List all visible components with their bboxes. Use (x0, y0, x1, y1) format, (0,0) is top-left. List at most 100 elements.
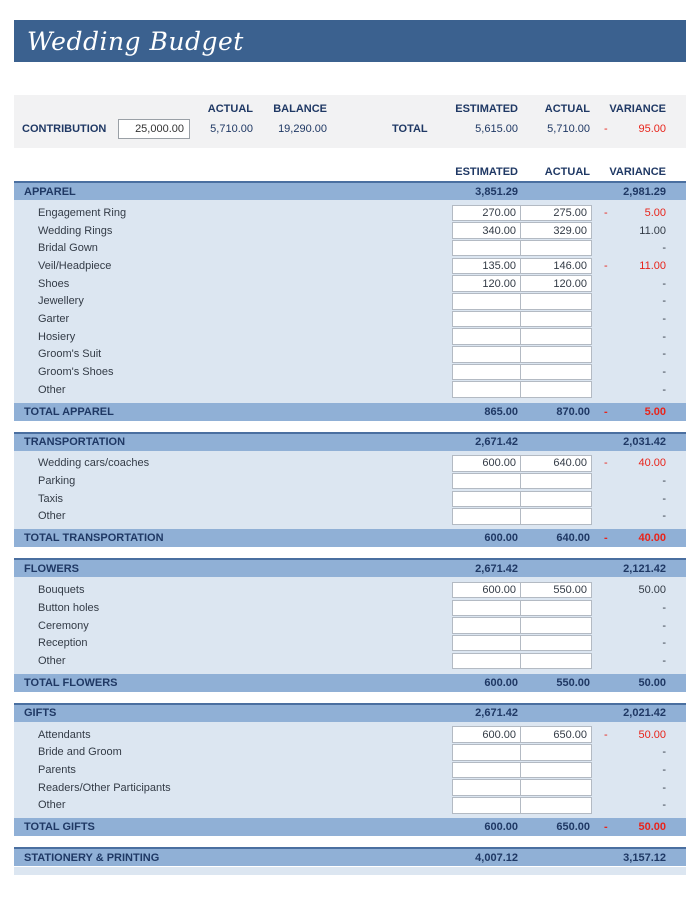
estimated-input[interactable] (452, 204, 521, 222)
variance-value: 40.00 (638, 532, 666, 545)
section-total-row: TOTAL FLOWERS 600.00 550.00 50.00 (14, 673, 686, 692)
item-label: Reception (38, 637, 88, 650)
variance-cell: - (592, 637, 686, 649)
estimated-input[interactable] (452, 726, 521, 743)
actual-input[interactable] (521, 310, 592, 328)
budget-item-row: Other - (14, 797, 686, 815)
variance-value: 3,157.12 (623, 851, 666, 864)
variance-value: - (662, 781, 666, 794)
item-label: Hosiery (38, 330, 76, 343)
actual-input[interactable] (521, 363, 592, 381)
estimated-input[interactable] (452, 293, 521, 310)
variance-cell: - (592, 366, 686, 378)
estimated-input[interactable] (452, 328, 521, 345)
estimated-input[interactable] (452, 363, 521, 381)
actual-input[interactable] (521, 779, 592, 796)
item-label: Bridal Gown (38, 242, 98, 255)
actual-cell (521, 239, 592, 257)
actual-input[interactable] (521, 455, 592, 472)
estimated-input[interactable] (452, 652, 521, 670)
actual-input[interactable] (521, 744, 592, 761)
actual-input[interactable] (521, 508, 592, 525)
estimated-input[interactable] (452, 779, 521, 796)
budget-item-row: Bride and Groom - (14, 743, 686, 761)
estimated-input[interactable] (452, 222, 521, 239)
estimated-input[interactable] (452, 797, 521, 814)
summary-values-row: CONTRIBUTION 5,710.00 19,290.00 TOTAL 5,… (14, 117, 686, 141)
estimated-input[interactable] (452, 744, 521, 761)
variance-cell: 2,981.29 (592, 186, 686, 198)
estimated-input[interactable] (452, 508, 521, 525)
estimated-input[interactable] (452, 310, 521, 328)
budget-item-row: Attendants - 50.00 (14, 726, 686, 744)
total-label: TOTAL GIFTS (24, 821, 95, 834)
variance-minus: - (604, 123, 608, 135)
actual-input[interactable] (521, 797, 592, 814)
estimated-input[interactable] (452, 472, 521, 490)
actual-input[interactable] (521, 617, 592, 634)
estimated-input[interactable] (452, 581, 521, 599)
estimated-input[interactable] (452, 617, 521, 634)
estimated-cell (452, 726, 521, 744)
estimated-input[interactable] (452, 381, 521, 398)
variance-value: 50.00 (638, 676, 666, 689)
estimated-cell (452, 455, 521, 473)
estimated-input[interactable] (452, 346, 521, 363)
variance-cell: - (592, 764, 686, 776)
actual-input[interactable] (521, 490, 592, 508)
variance-cell: - (592, 782, 686, 794)
actual-cell (521, 346, 592, 364)
estimated-input[interactable] (452, 257, 521, 275)
actual-input[interactable] (521, 634, 592, 652)
budget-item-row: Jewellery - (14, 292, 686, 310)
estimated-input[interactable] (452, 239, 521, 257)
estimated-input[interactable] (452, 455, 521, 472)
actual-input[interactable] (521, 257, 592, 275)
actual-cell (521, 455, 592, 473)
actual-input[interactable] (521, 581, 592, 599)
item-label: Other (38, 510, 66, 523)
estimated-cell (452, 617, 521, 635)
actual-cell (521, 275, 592, 293)
estimated-input[interactable] (452, 634, 521, 652)
actual-input[interactable] (521, 293, 592, 310)
actual-input[interactable] (521, 204, 592, 222)
actual-cell (521, 292, 592, 310)
actual-input[interactable] (521, 652, 592, 670)
estimated-input[interactable] (452, 599, 521, 617)
actual-input[interactable] (521, 275, 592, 292)
budget-section: FLOWERS 2,671.42 2,121.42 Bouquets 50.00 Butt… (14, 558, 686, 692)
variance-value: - (662, 746, 666, 759)
estimated-input[interactable] (452, 490, 521, 508)
actual-input[interactable] (521, 381, 592, 398)
contribution-input[interactable] (118, 119, 190, 139)
total-actual: 640.00 (556, 532, 590, 545)
summary-actual-value: 5,710.00 (210, 123, 253, 135)
budget-item-row: Wedding cars/coaches - 40.00 (14, 455, 686, 473)
actual-input[interactable] (521, 346, 592, 363)
actual-input[interactable] (521, 222, 592, 239)
actual-input[interactable] (521, 328, 592, 345)
variance-cell: - (592, 655, 686, 667)
total-label: TOTAL TRANSPORTATION (24, 532, 164, 545)
budget-item-row: Garter - (14, 310, 686, 328)
actual-input[interactable] (521, 239, 592, 257)
variance-cell: - (592, 799, 686, 811)
actual-input[interactable] (521, 472, 592, 490)
estimated-cell (452, 363, 521, 381)
variance-cell: - (592, 331, 686, 343)
estimated-input[interactable] (452, 761, 521, 779)
actual-cell (521, 779, 592, 797)
summary-actual-header: ACTUAL (207, 103, 253, 115)
actual-input[interactable] (521, 726, 592, 743)
item-label: Ceremony (38, 619, 89, 632)
estimated-cell (452, 292, 521, 310)
estimated-input[interactable] (452, 275, 521, 292)
actual-cell (521, 490, 592, 508)
actual-input[interactable] (521, 599, 592, 617)
actual-input[interactable] (521, 761, 592, 779)
budget-section: STATIONERY & PRINTING 4,007.12 3,157.12 (14, 847, 686, 876)
variance-value: - (662, 366, 666, 379)
total-actual: 550.00 (556, 676, 590, 689)
